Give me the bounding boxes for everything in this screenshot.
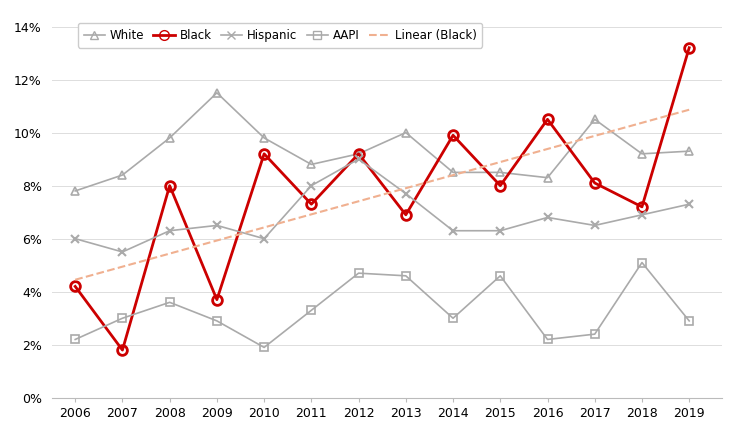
Black (212, 297, 221, 302)
White (259, 135, 268, 141)
Linear (Black) (118, 264, 127, 269)
Hispanic (259, 236, 268, 241)
Linear (Black) (259, 225, 268, 230)
AAPI (165, 300, 174, 305)
AAPI (402, 273, 411, 278)
White (590, 117, 599, 122)
Black (307, 202, 315, 207)
Hispanic (212, 223, 221, 228)
AAPI (212, 318, 221, 324)
Line: AAPI: AAPI (71, 259, 693, 351)
AAPI (354, 271, 363, 276)
Hispanic (543, 215, 552, 220)
Black (402, 212, 411, 217)
Hispanic (71, 236, 80, 241)
Black (71, 284, 80, 289)
AAPI (71, 337, 80, 342)
Hispanic (165, 228, 174, 233)
White (638, 151, 646, 156)
White (118, 172, 127, 178)
Linear (Black) (402, 186, 411, 191)
Hispanic (354, 156, 363, 162)
White (402, 130, 411, 135)
Linear (Black) (354, 198, 363, 204)
Legend: White, Black, Hispanic, AAPI, Linear (Black): White, Black, Hispanic, AAPI, Linear (Bl… (77, 23, 483, 48)
Linear (Black) (638, 120, 646, 126)
Linear (Black) (496, 160, 505, 165)
Linear (Black) (590, 133, 599, 138)
Black (496, 183, 505, 188)
Hispanic (496, 228, 505, 233)
Black (590, 180, 599, 186)
AAPI (638, 260, 646, 265)
White (543, 175, 552, 180)
Line: Hispanic: Hispanic (71, 155, 694, 256)
AAPI (543, 337, 552, 342)
AAPI (590, 332, 599, 337)
White (165, 135, 174, 141)
AAPI (496, 273, 505, 278)
White (496, 170, 505, 175)
Linear (Black) (685, 107, 694, 112)
Linear (Black) (71, 277, 80, 282)
Black (543, 117, 552, 122)
White (354, 151, 363, 156)
White (307, 162, 315, 167)
Hispanic (590, 223, 599, 228)
Black (165, 183, 174, 188)
Black (638, 204, 646, 210)
Black (685, 45, 694, 50)
Linear (Black) (165, 251, 174, 256)
Black (118, 347, 127, 353)
Line: Linear (Black): Linear (Black) (75, 110, 689, 280)
Black (259, 151, 268, 156)
AAPI (449, 316, 458, 321)
Line: White: White (71, 89, 693, 195)
Hispanic (118, 249, 127, 255)
White (449, 170, 458, 175)
Hispanic (638, 212, 646, 217)
Linear (Black) (543, 146, 552, 152)
Linear (Black) (307, 212, 315, 217)
Hispanic (449, 228, 458, 233)
AAPI (118, 316, 127, 321)
Black (449, 133, 458, 138)
Line: Black: Black (70, 43, 694, 355)
White (685, 149, 694, 154)
AAPI (259, 345, 268, 350)
Linear (Black) (449, 172, 458, 178)
White (71, 188, 80, 194)
Hispanic (402, 191, 411, 196)
AAPI (307, 308, 315, 313)
AAPI (685, 318, 694, 324)
Linear (Black) (212, 238, 221, 243)
Hispanic (685, 202, 694, 207)
Hispanic (307, 183, 315, 188)
Black (354, 151, 363, 156)
White (212, 90, 221, 95)
